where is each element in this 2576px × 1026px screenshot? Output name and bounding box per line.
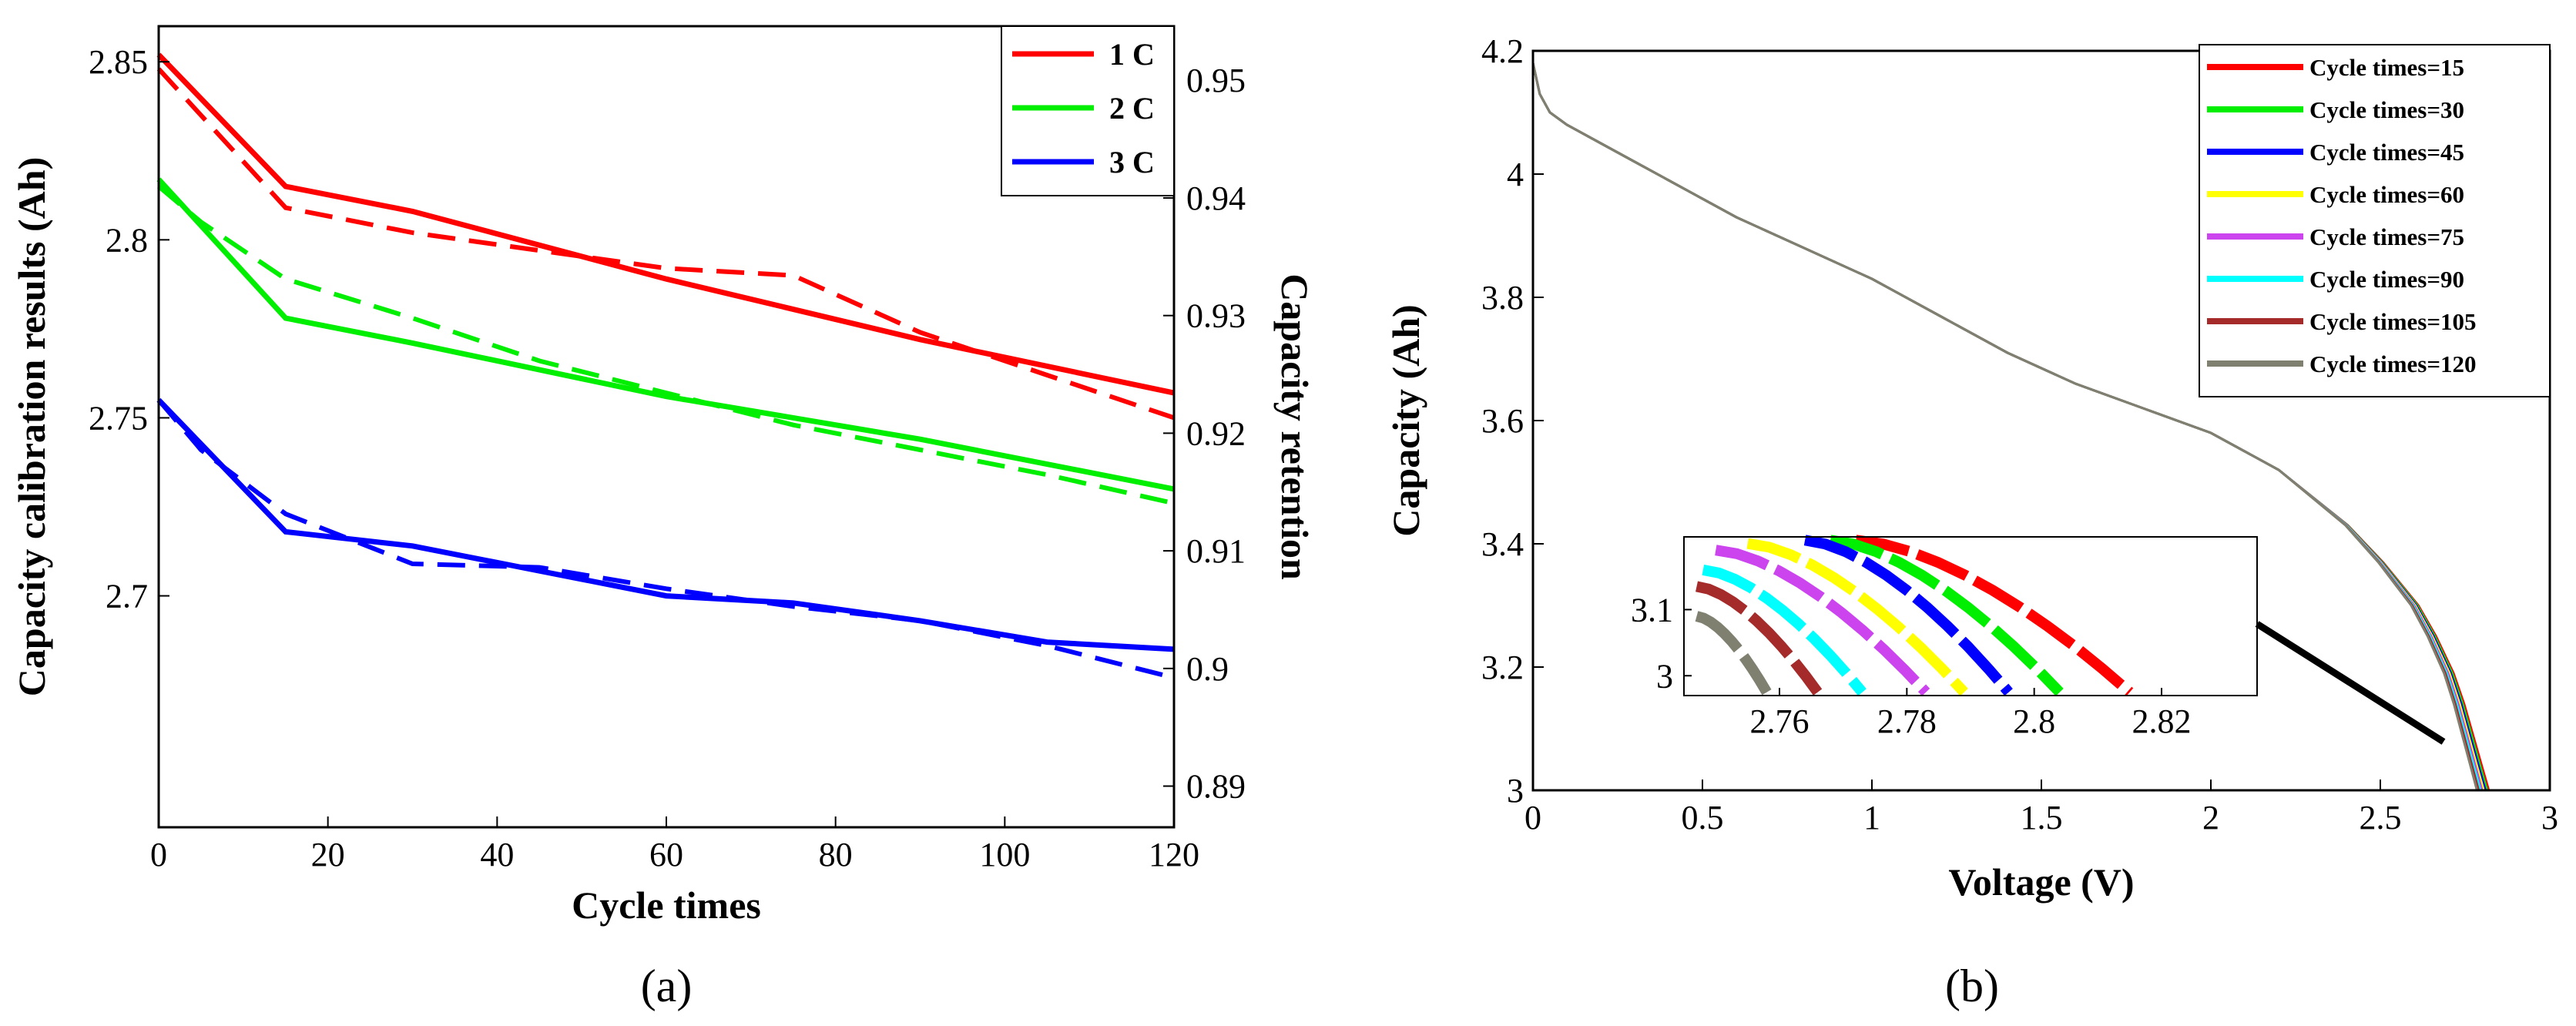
panel-a-chart: 0 20 40 60 80 100 120 2.72.752.82.85 0.890.90.… (10, 25, 1317, 1011)
panel-b-x-axis-label: Voltage (V) (1948, 860, 2134, 904)
legend-entry: 3 C (1109, 145, 1155, 179)
panel-b-label: (b) (1945, 961, 1999, 1011)
panel-a-label: (a) (641, 961, 693, 1011)
inset-x-tick-label: 2.8 (2013, 702, 2055, 740)
x-tick-label: 0 (150, 836, 167, 873)
y2-tick-label: 0.91 (1186, 532, 1246, 570)
y-tick-label: 4.2 (1481, 32, 1524, 70)
legend-entry: Cycle times=105 (2309, 308, 2477, 335)
inset-curve-6 (1702, 565, 1867, 696)
inset-y-tick-label: 3 (1656, 657, 1673, 695)
legend-entry: Cycle times=30 (2309, 96, 2464, 123)
x-tick-label: 2 (2202, 799, 2219, 837)
panel-b-inset: 2.76 2.78 2.8 2.82 33.1 (1631, 535, 2446, 745)
x-tick-label: 1 (1863, 799, 1880, 837)
y-tick-label: 2.8 (106, 221, 148, 259)
inset-curve-8 (1695, 611, 1772, 696)
y-tick-label: 2.85 (89, 43, 148, 81)
panel-b-legend: Cycle times=15 Cycle times=30 Cycle times=… (2199, 44, 2551, 397)
legend-entry: Cycle times=90 (2309, 266, 2464, 293)
inset-x-tick-label: 2.82 (2132, 702, 2192, 740)
inset-curve-2 (1829, 535, 2064, 696)
panel-a-dashed-line-1c (156, 67, 1175, 421)
inset-curve-1 (1855, 535, 2134, 697)
panel-a-y2-ticks: 0.89 0.9 0.91 0.92 0.93 0.94 0.95 (1163, 62, 1246, 806)
panel-a-solid-line-2c (156, 177, 1175, 492)
x-tick-label: 40 (480, 836, 514, 873)
y-tick-label: 3.8 (1481, 279, 1524, 317)
y2-tick-label: 0.95 (1186, 62, 1246, 99)
legend-entry: Cycle times=45 (2309, 139, 2464, 166)
x-tick-label: 100 (979, 836, 1030, 873)
inset-curves (1695, 535, 2134, 697)
panel-b-chart: 0 0.5 1 1.5 2 2.5 3 3 3.2 3.4 3.6 3.8 4 4.2 Voltage … (1384, 32, 2558, 1011)
y-tick-label: 2.75 (89, 399, 148, 437)
x-tick-label: 60 (649, 836, 683, 873)
panel-a-dashed-line-3c (156, 398, 1175, 680)
y-tick-label: 3.6 (1481, 402, 1524, 440)
y2-tick-label: 0.9 (1186, 650, 1229, 688)
y-tick-label: 4 (1507, 156, 1524, 193)
legend-entry: Cycle times=75 (2309, 223, 2464, 250)
legend-entry: Cycle times=15 (2309, 54, 2464, 81)
legend-entry: Cycle times=60 (2309, 181, 2464, 208)
x-tick-label: 2.5 (2360, 799, 2402, 837)
panel-a-x-axis-label: Cycle times (572, 884, 761, 927)
panel-a-legend: 1 C 2 C 3 C (1001, 25, 1175, 196)
y-tick-label: 3.4 (1481, 525, 1524, 563)
x-tick-label: 80 (819, 836, 853, 873)
inset-y-tick-label: 3.1 (1631, 591, 1673, 629)
y-tick-label: 2.7 (106, 578, 148, 615)
x-tick-label: 0.5 (1682, 799, 1724, 837)
y2-tick-label: 0.94 (1186, 179, 1246, 217)
legend-entry: Cycle times=120 (2309, 350, 2477, 377)
panel-a-series (156, 52, 1175, 680)
panel-a-x-ticks: 0 20 40 60 80 100 120 (150, 816, 1199, 873)
x-tick-label: 20 (311, 836, 345, 873)
x-tick-label: 0 (1524, 799, 1541, 837)
y-tick-label: 3.2 (1481, 649, 1524, 686)
y2-tick-label: 0.89 (1186, 768, 1246, 806)
x-tick-label: 120 (1149, 836, 1199, 873)
inset-curve-7 (1696, 581, 1823, 696)
legend-entry: 2 C (1109, 91, 1155, 126)
panel-a-dashed-line-2c (157, 184, 1175, 506)
inset-x-tick-label: 2.78 (1877, 702, 1937, 740)
y-tick-label: 3 (1507, 772, 1524, 810)
inset-y-ticks: 33.1 (1631, 591, 1692, 695)
legend-entry: 1 C (1109, 37, 1155, 72)
inset-curve-4 (1746, 538, 1968, 696)
panel-b-legend-box (2199, 44, 2551, 397)
inset-pointer-arrow (2255, 621, 2446, 745)
inset-curve-3 (1803, 535, 2013, 696)
x-tick-label: 1.5 (2021, 799, 2063, 837)
inset-x-tick-label: 2.76 (1750, 702, 1810, 740)
panel-b-y-axis-label: Capacity (Ah) (1384, 304, 1427, 536)
panel-b-curve-8 (1531, 62, 2478, 791)
panel-a-y-ticks: 2.7 2.75 2.8 2.85 (89, 43, 169, 615)
inset-x-ticks: 2.76 2.78 2.8 2.82 (1750, 688, 2192, 740)
y2-tick-label: 0.92 (1186, 414, 1246, 452)
panel-a-y-axis-label: Capacity calibration results (Ah) (10, 157, 53, 696)
x-tick-label: 3 (2541, 799, 2558, 837)
panel-b-series (1531, 62, 2490, 791)
panel-b-x-ticks: 0 0.5 1 1.5 2 2.5 3 (1524, 780, 2558, 837)
inset-frame (1683, 536, 2258, 696)
panel-b-y-ticks: 3 3.2 3.4 3.6 3.8 4 4.2 (1481, 32, 1544, 810)
panel-a-y2-axis-label: Capacity retention (1273, 273, 1317, 580)
inset-curve-5 (1715, 545, 1930, 696)
y2-tick-label: 0.93 (1186, 297, 1246, 335)
